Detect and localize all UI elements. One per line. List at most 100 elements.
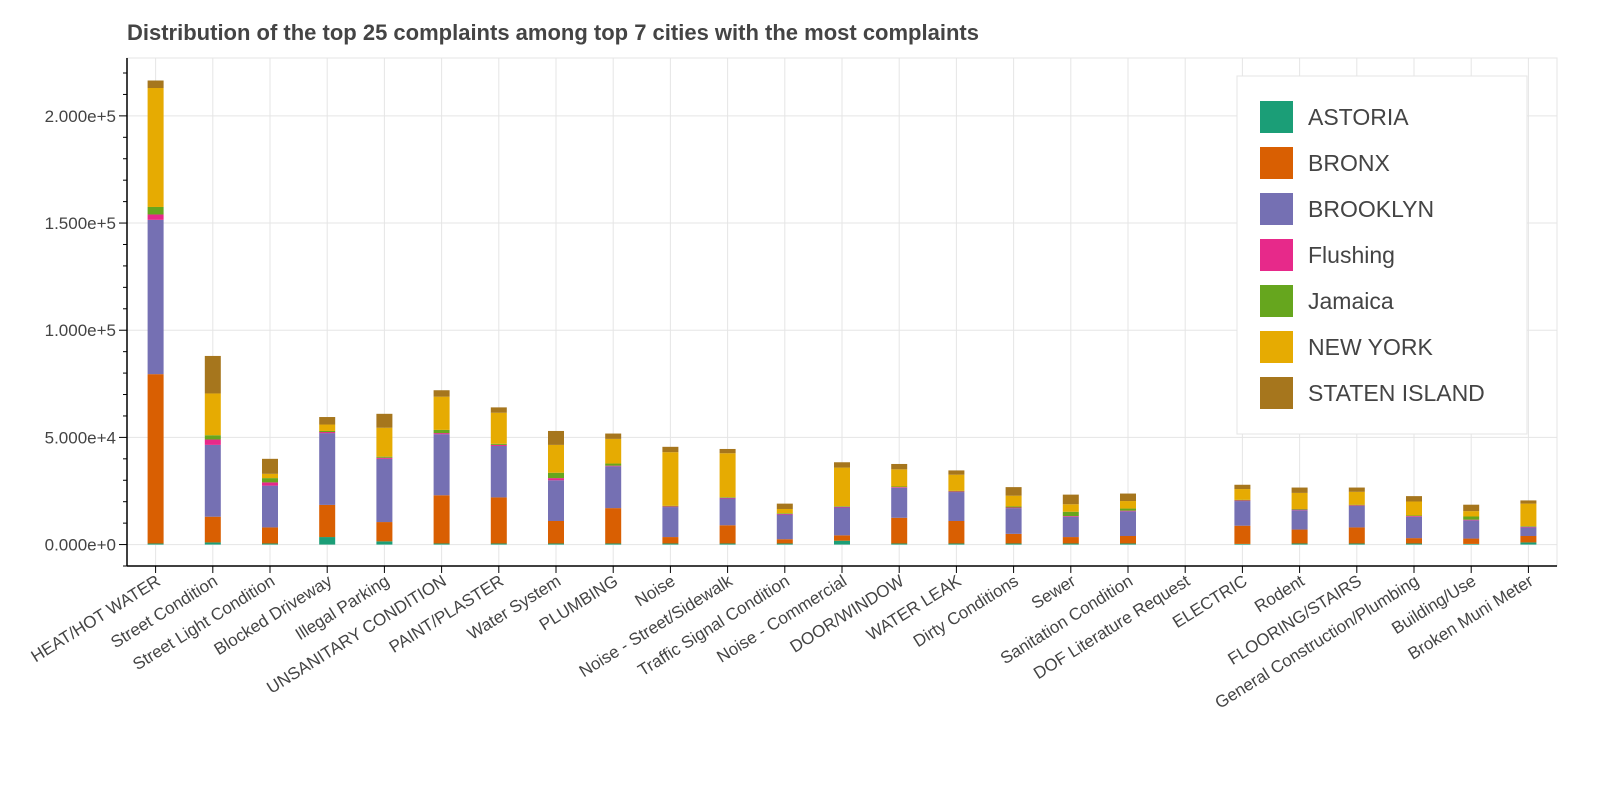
bar-segment <box>548 543 564 545</box>
legend-swatch <box>1260 239 1293 271</box>
chart-title: Distribution of the top 25 complaints am… <box>127 20 979 45</box>
bar-segment <box>1120 510 1136 512</box>
bar-segment <box>490 443 507 445</box>
bar-segment <box>834 540 850 545</box>
bar-segment <box>1005 508 1022 534</box>
bar-segment <box>1463 538 1480 544</box>
bar-segment <box>319 433 336 505</box>
bar-segment <box>262 473 278 479</box>
bar-segment <box>719 525 736 544</box>
bar-segment <box>147 80 164 89</box>
bar-segment <box>605 463 622 466</box>
bar-segment <box>1348 527 1365 544</box>
bar-segment <box>605 433 622 439</box>
bar-segment <box>1463 504 1480 512</box>
bar-segment <box>1406 516 1422 539</box>
bar-segment <box>1005 507 1022 509</box>
bar-segment <box>376 522 393 542</box>
legend-label: Flushing <box>1308 242 1395 268</box>
bar-segment <box>891 517 908 544</box>
bar-segment <box>1234 499 1251 501</box>
bar-segment <box>1291 492 1308 509</box>
bar-segment <box>147 219 164 375</box>
bar-segment <box>319 417 336 425</box>
bar-segment <box>433 433 450 435</box>
bar-segment <box>662 543 679 545</box>
bar-segment <box>204 516 221 543</box>
bar-segment <box>719 497 736 499</box>
bar-segment <box>1234 525 1251 544</box>
bar-segment <box>548 478 564 481</box>
bar-segment <box>1406 516 1422 517</box>
bar-segment <box>834 462 850 468</box>
bar-segment <box>834 467 850 507</box>
bar-segment <box>319 432 336 434</box>
bar-segment <box>1291 510 1308 530</box>
bar-segment <box>319 537 336 545</box>
bar-segment <box>776 539 793 544</box>
bar-segment <box>1005 495 1022 507</box>
bar-segment <box>490 543 507 545</box>
legend: ASTORIA BRONX BROOKLYN Flushing Jamaica NEW Y… <box>1236 75 1528 435</box>
bar-segment <box>1520 503 1537 527</box>
legend-label: NEW YORK <box>1308 334 1433 360</box>
bar-segment <box>433 434 450 496</box>
bar-segment <box>1520 500 1537 504</box>
bar-segment <box>948 491 965 493</box>
bar-segment <box>948 474 965 491</box>
bar-segment <box>662 452 679 506</box>
legend-label: STATEN ISLAND <box>1308 380 1485 406</box>
bar-segment <box>1520 527 1537 536</box>
bar-segment <box>376 458 393 523</box>
bar-segment <box>948 520 965 544</box>
bar-segment <box>1406 496 1422 502</box>
bar-segment <box>1120 493 1136 502</box>
bar-segment <box>605 466 622 509</box>
bar-segment <box>1062 537 1079 544</box>
bar-segment <box>776 514 793 540</box>
legend-swatch <box>1260 331 1293 363</box>
bar-segment <box>1062 511 1079 517</box>
bar-segment <box>719 498 736 526</box>
bar-segment <box>1520 526 1537 527</box>
bar-segment <box>490 407 507 413</box>
bar-segment <box>1120 535 1136 544</box>
bar-segment <box>605 543 622 545</box>
bar-segment <box>1291 529 1308 544</box>
bar-segment <box>147 543 164 545</box>
bar-segment <box>1234 484 1251 490</box>
legend-label: BRONX <box>1308 150 1390 176</box>
bar-segment <box>262 478 278 483</box>
legend-label: BROOKLYN <box>1308 196 1434 222</box>
bar-segment <box>1005 506 1022 508</box>
bar-segment <box>1120 508 1136 511</box>
bar-segment <box>1062 516 1079 517</box>
bar-segment <box>147 374 164 544</box>
bar-segment <box>204 439 221 445</box>
bar-segment <box>948 490 965 492</box>
bar-segment <box>548 480 564 521</box>
bar-segment <box>548 444 564 473</box>
bar-segment <box>834 506 850 507</box>
bar-segment <box>548 472 564 479</box>
legend-swatch <box>1260 101 1293 133</box>
x-tick-label: Dirty Conditions <box>910 571 1022 651</box>
y-tick-label: 2.000e+5 <box>45 107 116 126</box>
bar-segment <box>147 206 164 215</box>
bar-segment <box>1406 501 1422 516</box>
bar-segment <box>776 508 793 514</box>
bar-segment <box>1520 535 1537 543</box>
bar-segment <box>548 430 564 445</box>
bar-segment <box>662 506 679 508</box>
bar-segment <box>1234 489 1251 500</box>
legend-swatch <box>1260 285 1293 317</box>
bar-segment <box>662 505 679 507</box>
bar-segment <box>1062 516 1079 538</box>
bar-segment <box>262 458 278 474</box>
bar-segment <box>262 543 278 545</box>
bar-segment <box>1520 542 1537 545</box>
bar-segment <box>1291 487 1308 493</box>
bar-segment <box>1348 487 1365 492</box>
